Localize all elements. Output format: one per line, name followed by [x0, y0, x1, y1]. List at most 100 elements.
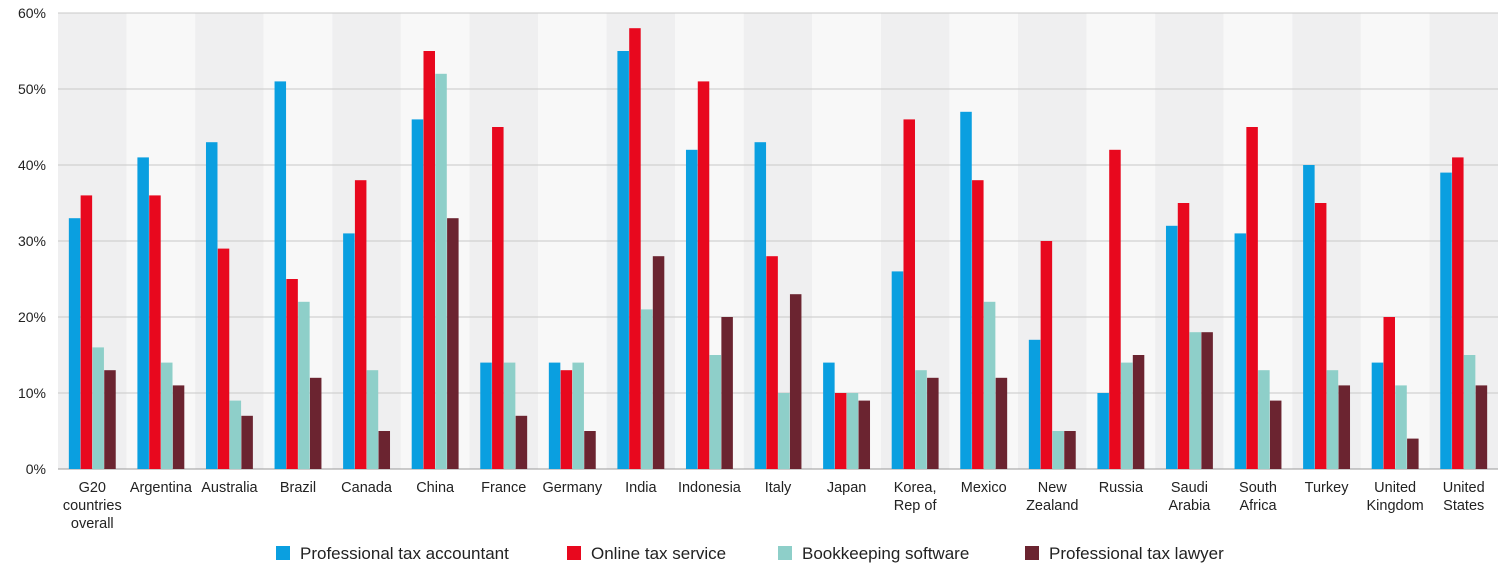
legend-label: Professional tax lawyer — [1049, 544, 1224, 563]
x-tick-label: New — [1038, 480, 1068, 496]
bar-bookkeeping-software — [1395, 385, 1407, 469]
bar-bookkeeping-software — [229, 400, 242, 469]
bar-bookkeeping-software — [709, 355, 722, 469]
x-tick-label: Turkey — [1305, 480, 1350, 496]
x-tick-label: Mexico — [961, 480, 1007, 496]
bar-bookkeeping-software — [778, 393, 790, 469]
x-tick-label: Argentina — [130, 480, 193, 496]
bar-bookkeeping-software — [1052, 431, 1064, 469]
bar-bookkeeping-software — [1189, 332, 1202, 469]
x-tick-label: Japan — [827, 480, 867, 496]
bar-online-tax-service — [354, 180, 367, 469]
legend-swatch — [1025, 546, 1039, 560]
bar-online-tax-service — [629, 28, 641, 469]
bar-professional-tax-accountant — [754, 142, 767, 469]
bar-online-tax-service — [697, 81, 710, 470]
y-tick-label: 60% — [18, 5, 46, 21]
bar-online-tax-service — [560, 370, 573, 469]
bar-professional-tax-lawyer — [858, 400, 871, 469]
bar-professional-tax-accountant — [1303, 165, 1315, 469]
legend-swatch — [567, 546, 581, 560]
bar-professional-tax-accountant — [1234, 233, 1247, 469]
legend-label: Online tax service — [591, 544, 726, 563]
bar-professional-tax-accountant — [548, 362, 561, 469]
x-tick-label: Italy — [765, 480, 792, 496]
x-tick-label: G20 — [79, 480, 106, 496]
bar-online-tax-service — [1177, 203, 1190, 469]
bar-professional-tax-accountant — [274, 81, 287, 470]
bar-professional-tax-lawyer — [652, 256, 665, 469]
bar-professional-tax-lawyer — [584, 431, 596, 469]
bar-professional-tax-lawyer — [104, 370, 116, 469]
x-tick-label: United — [1374, 480, 1416, 496]
bar-professional-tax-accountant — [891, 271, 904, 469]
bar-professional-tax-accountant — [205, 142, 218, 469]
bar-bookkeeping-software — [1463, 355, 1476, 469]
y-tick-label: 30% — [18, 233, 46, 249]
bar-online-tax-service — [149, 195, 161, 469]
bar-bookkeeping-software — [915, 370, 927, 469]
x-tick-label: Korea, — [894, 480, 937, 496]
bar-bookkeeping-software — [1121, 362, 1133, 469]
x-tick-label: Rep of — [894, 498, 938, 514]
bar-bookkeeping-software — [503, 362, 516, 469]
x-tick-label: Arabia — [1168, 498, 1211, 514]
bar-online-tax-service — [766, 256, 778, 469]
bar-professional-tax-accountant — [1440, 172, 1452, 469]
bars — [68, 28, 1488, 470]
bar-professional-tax-lawyer — [378, 431, 391, 469]
bar-professional-tax-lawyer — [1338, 385, 1351, 469]
bar-online-tax-service — [1383, 317, 1395, 469]
bar-professional-tax-lawyer — [1475, 385, 1488, 469]
y-axis: 0% 10% 20% 30% 40% 50% 60% — [18, 5, 46, 477]
x-tick-label: States — [1443, 498, 1484, 514]
bar-professional-tax-lawyer — [1064, 431, 1076, 469]
x-tick-label: Brazil — [280, 480, 316, 496]
bar-professional-tax-accountant — [68, 218, 81, 469]
bar-online-tax-service — [80, 195, 93, 469]
bar-professional-tax-accountant — [685, 149, 698, 470]
x-tick-label: Zealand — [1026, 498, 1078, 514]
bar-online-tax-service — [1452, 157, 1464, 469]
x-tick-label: countries — [63, 498, 122, 514]
bar-bookkeeping-software — [641, 309, 653, 469]
legend-label: Bookkeeping software — [802, 544, 969, 563]
y-tick-label: 40% — [18, 157, 46, 173]
x-axis: G20 countries overall Argentina Australia Bra… — [63, 480, 1485, 532]
bar-professional-tax-lawyer — [927, 377, 939, 469]
bar-online-tax-service — [834, 393, 847, 469]
legend: Professional tax accountant Online tax se… — [276, 544, 1224, 563]
bar-online-tax-service — [1246, 127, 1258, 469]
y-tick-label: 20% — [18, 309, 46, 325]
x-tick-label: Kingdom — [1367, 498, 1424, 514]
bar-bookkeeping-software — [983, 301, 996, 469]
x-tick-label: China — [416, 480, 455, 496]
bar-bookkeeping-software — [366, 370, 379, 469]
x-tick-label: South — [1239, 480, 1277, 496]
bar-online-tax-service — [286, 279, 298, 469]
bar-professional-tax-accountant — [960, 111, 972, 470]
bar-bookkeeping-software — [1326, 370, 1339, 469]
bar-bookkeeping-software — [435, 73, 447, 470]
x-tick-label: Russia — [1099, 480, 1144, 496]
bar-professional-tax-lawyer — [447, 218, 459, 469]
bar-online-tax-service — [1040, 241, 1053, 469]
bar-professional-tax-accountant — [1028, 339, 1041, 469]
x-tick-label: Canada — [341, 480, 393, 496]
bar-professional-tax-lawyer — [721, 317, 733, 469]
x-tick-label: Australia — [201, 480, 258, 496]
x-tick-label: United — [1443, 480, 1485, 496]
x-tick-label: India — [625, 480, 657, 496]
bar-professional-tax-lawyer — [309, 377, 322, 469]
bar-professional-tax-accountant — [1097, 393, 1109, 469]
x-tick-label: Saudi — [1171, 480, 1208, 496]
bar-online-tax-service — [423, 51, 435, 469]
legend-swatch — [778, 546, 792, 560]
bar-professional-tax-lawyer — [241, 415, 253, 469]
bar-professional-tax-accountant — [137, 157, 149, 469]
bar-online-tax-service — [492, 127, 504, 469]
x-tick-label: Indonesia — [678, 480, 742, 496]
bar-professional-tax-lawyer — [1407, 438, 1419, 469]
bar-bookkeeping-software — [1258, 370, 1270, 469]
